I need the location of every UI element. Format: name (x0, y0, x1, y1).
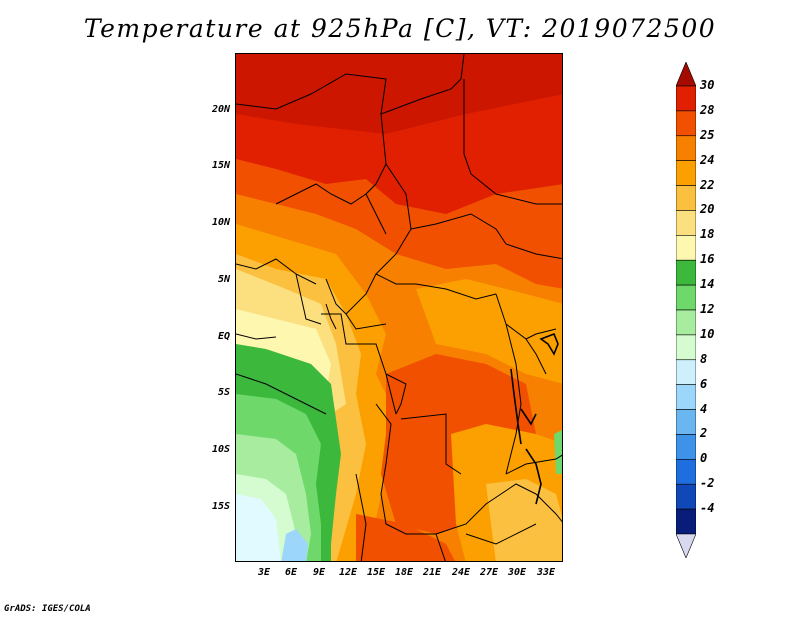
field-22-east (416, 279, 562, 384)
grads-credit: GrADS: IGES/COLA (4, 604, 91, 614)
lon-label-12e: 12E (338, 567, 358, 578)
colorbar-label: 10 (700, 326, 715, 341)
colorbar-label: 4 (700, 401, 708, 416)
field-east-green (554, 430, 562, 474)
lon-label-6e: 6E (284, 567, 298, 578)
lon-label-9e: 9E (312, 567, 326, 578)
lon-label-27e: 27E (479, 567, 499, 578)
colorbar-cell (676, 384, 696, 410)
colorbar-cell (676, 135, 696, 161)
colorbar-label: 14 (700, 277, 715, 292)
colorbar-cell (676, 359, 696, 385)
lat-label-eq: EQ (217, 331, 230, 342)
colorbar-label: 20 (700, 202, 715, 217)
colorbar-cells (676, 62, 696, 558)
colorbar-bottom-triangle (676, 533, 696, 558)
field-cold-patch (281, 529, 308, 561)
lon-label-30e: 30E (507, 567, 527, 578)
colorbar-cell (676, 210, 696, 236)
colorbar-cell (676, 110, 696, 137)
field-20-southeast (486, 479, 562, 561)
colorbar-cell (676, 185, 696, 211)
country-borders (236, 54, 562, 561)
map-title: Temperature at 925hPa [C], VT: 201907250… (83, 14, 717, 43)
colorbar-label: 8 (700, 351, 708, 366)
colorbar-label: 22 (700, 177, 715, 192)
colorbar-label: 16 (700, 252, 715, 267)
colorbar-label: 0 (700, 451, 708, 466)
lat-label-5n: 5N (217, 274, 230, 285)
colorbar-label: 18 (700, 227, 715, 242)
lat-label-10n: 10N (211, 217, 230, 228)
lat-label-15s: 15S (211, 501, 230, 512)
lon-label-3e: 3E (257, 567, 271, 578)
colorbar-label: 2 (700, 426, 708, 441)
colorbar-cell (676, 483, 696, 510)
temperature-field (236, 54, 562, 561)
colorbar-top-triangle (676, 62, 696, 87)
field-25-south (356, 514, 455, 561)
lat-label-15n: 15N (211, 160, 230, 171)
lon-label-24e: 24E (451, 567, 471, 578)
colorbar-label: -2 (700, 476, 715, 491)
colorbar-label: 12 (700, 302, 715, 316)
lon-label-18e: 18E (394, 567, 414, 578)
colorbar-label: -4 (700, 501, 715, 516)
colorbar-label: 25 (700, 127, 715, 142)
lat-label-5s: 5S (217, 387, 230, 398)
colorbar (676, 62, 696, 558)
colorbar-cell (676, 508, 696, 535)
colorbar-cell (676, 160, 696, 186)
colorbar-cell (676, 409, 696, 435)
colorbar-label: 6 (700, 376, 708, 391)
colorbar-label: 24 (700, 152, 715, 167)
temperature-map (235, 53, 563, 562)
lon-label-33e: 33E (536, 567, 556, 578)
colorbar-cell (676, 259, 696, 286)
colorbar-cell (676, 284, 696, 311)
colorbar-cell (676, 459, 696, 485)
colorbar-cell (676, 309, 696, 336)
colorbar-cell (676, 85, 696, 112)
lon-label-21e: 21E (422, 567, 442, 578)
field-6 (236, 494, 281, 561)
colorbar-cell (676, 434, 696, 460)
colorbar-cell (676, 235, 696, 261)
colorbar-label: 30 (700, 78, 715, 92)
lon-label-15e: 15E (366, 567, 386, 578)
lat-label-10s: 10S (211, 444, 230, 455)
lat-label-20n: 20N (211, 104, 230, 115)
colorbar-label: 28 (700, 102, 715, 117)
field-30 (236, 54, 562, 134)
lake-outlines (510, 332, 559, 505)
colorbar-cell (676, 334, 696, 361)
